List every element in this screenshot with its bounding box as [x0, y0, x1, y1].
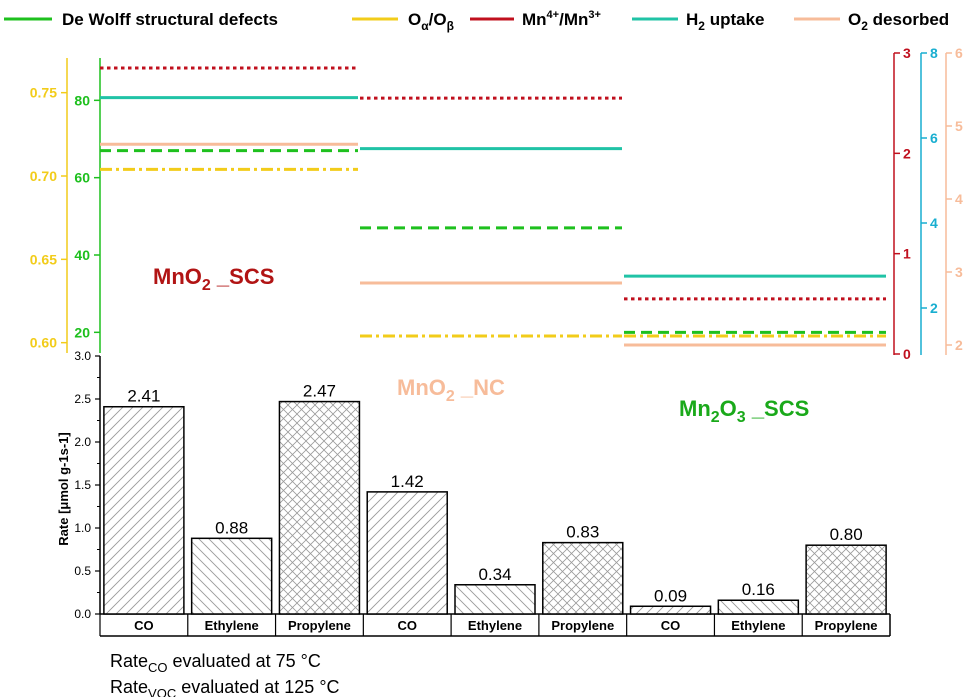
- category-label: Ethylene: [205, 618, 259, 633]
- legend-label-o2: O2 desorbed: [848, 10, 949, 33]
- axis-cyan-tick-label: 4: [930, 215, 938, 231]
- bar-value-label: 0.09: [654, 586, 687, 605]
- bar-value-label: 0.83: [566, 523, 599, 542]
- axis-peach-tick-label: 5: [955, 118, 963, 134]
- bar-propylene: [278, 400, 361, 615]
- bar-y-tick-label: 1.5: [74, 478, 91, 492]
- footnote-rate-co: RateCO evaluated at 75 °C: [110, 651, 321, 675]
- bar-propylene: [805, 544, 887, 615]
- group-label-mn2o3-scs: Mn2O3 _SCS: [679, 396, 809, 426]
- bar-y-tick-label: 2.5: [74, 392, 91, 406]
- axis-yellow-tick-label: 0.75: [30, 85, 57, 101]
- category-label: Propylene: [288, 618, 351, 633]
- bar-value-label: 0.88: [215, 518, 248, 537]
- bar-y-tick-label: 3.0: [74, 349, 91, 363]
- axis-green-tick-label: 40: [74, 247, 90, 263]
- axis-green-tick-label: 80: [74, 92, 90, 108]
- axis-red-tick-label: 2: [903, 145, 911, 161]
- bar-value-label: 2.41: [127, 387, 160, 406]
- bar-y-axis-title: Rate [μmol g-1s-1]: [56, 432, 71, 545]
- category-label: CO: [134, 618, 154, 633]
- bar-value-label: 0.16: [742, 580, 775, 599]
- bar-ethylene: [190, 537, 273, 615]
- category-label: CO: [661, 618, 681, 633]
- axis-red-tick-label: 3: [903, 45, 911, 61]
- category-label: CO: [397, 618, 417, 633]
- property-lines-panel: 0.60 0.65 0.70 0.75 20 40 60 80 0 1 2 3 2 4 6 8 2 3 4 5 6: [30, 45, 963, 362]
- axis-red-tick-label: 1: [903, 246, 911, 262]
- axis-cyan-tick-label: 6: [930, 130, 938, 146]
- bar-propylene: [542, 541, 624, 615]
- axis-yellow-tick-label: 0.70: [30, 168, 57, 184]
- axis-yellow-tick-label: 0.65: [30, 251, 57, 267]
- bar-value-label: 0.80: [830, 525, 863, 544]
- axis-cyan-tick-label: 8: [930, 45, 938, 61]
- group-label-mno2-scs: MnO2 _SCS: [153, 264, 274, 294]
- axis-green-tick-label: 20: [74, 324, 90, 340]
- axis-yellow-tick-label: 0.60: [30, 335, 57, 351]
- rate-bar-chart: 0.0 0.5 1.0 1.5 2.0 2.5 3.0 Rate [μmol g-1s-1] 2…: [56, 349, 891, 637]
- category-label: Ethylene: [468, 618, 522, 633]
- bar-value-label: 1.42: [391, 472, 424, 491]
- footnote-rate-voc: RateVOC evaluated at 125 °C: [110, 677, 340, 697]
- bar-y-tick-label: 1.0: [74, 521, 91, 535]
- axis-peach-tick-label: 4: [955, 191, 963, 207]
- legend-label-ratio: Oα/Oβ: [408, 10, 454, 33]
- bar-value-label: 0.34: [478, 565, 511, 584]
- legend-label-mn: Mn4+/Mn3+: [522, 9, 601, 29]
- legend-label-h2: H2 uptake: [686, 10, 765, 33]
- axis-red-tick-label: 0: [903, 346, 911, 362]
- bar-y-tick-label: 0.0: [74, 607, 91, 621]
- bar-co: [366, 491, 448, 615]
- bar-value-label: 2.47: [303, 382, 336, 401]
- axis-green-tick-label: 60: [74, 170, 90, 186]
- bar-ethylene: [717, 599, 800, 615]
- legend-label-dewolff: De Wolff structural defects: [62, 10, 278, 29]
- bar-y-tick-label: 2.0: [74, 435, 91, 449]
- axis-peach-tick-label: 6: [955, 45, 963, 61]
- axis-peach-tick-label: 2: [955, 337, 963, 353]
- bar-y-tick-label: 0.5: [74, 564, 91, 578]
- bar-co: [103, 405, 185, 615]
- axis-cyan-tick-label: 2: [930, 300, 938, 316]
- category-label: Propylene: [551, 618, 614, 633]
- bar-ethylene: [454, 584, 536, 615]
- legend: De Wolff structural defects Oα/Oβ Mn4+/M…: [4, 9, 949, 33]
- bar-co: [629, 605, 712, 615]
- axis-peach-tick-label: 3: [955, 264, 963, 280]
- category-label: Ethylene: [731, 618, 785, 633]
- category-label: Propylene: [815, 618, 878, 633]
- group-label-mno2-nc: MnO2 _NC: [397, 375, 505, 405]
